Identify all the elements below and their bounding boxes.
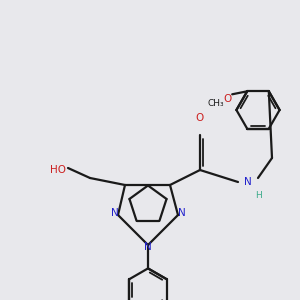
Text: N: N xyxy=(178,208,185,218)
Text: N: N xyxy=(110,208,118,218)
Text: N: N xyxy=(144,242,152,251)
Text: O: O xyxy=(196,113,204,123)
Text: CH₃: CH₃ xyxy=(207,99,224,108)
Text: O: O xyxy=(224,94,232,104)
Text: HO: HO xyxy=(50,165,66,175)
Text: H: H xyxy=(255,191,261,200)
Text: N: N xyxy=(244,177,252,187)
